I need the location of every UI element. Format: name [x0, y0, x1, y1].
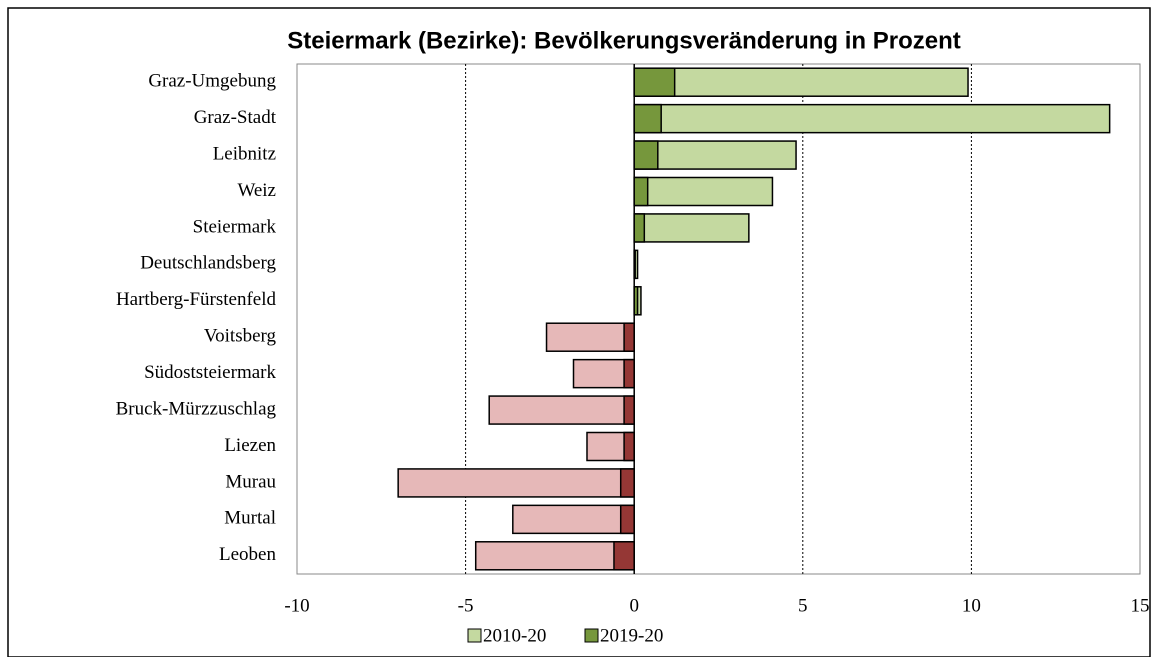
bar	[633, 140, 797, 170]
x-tick-label: -10	[284, 595, 309, 616]
y-tick-label: Liezen	[224, 435, 276, 456]
bar	[623, 395, 635, 425]
bar	[474, 541, 635, 571]
y-tick-label: Graz-Stadt	[194, 107, 277, 128]
bar	[488, 395, 635, 425]
legend-swatch	[467, 628, 482, 643]
x-tick-label: -5	[458, 595, 474, 616]
bar	[623, 358, 635, 389]
y-tick-label: Deutschlandsberg	[140, 253, 276, 274]
bar	[633, 67, 969, 97]
y-tick-label: Steiermark	[193, 216, 277, 237]
bar	[633, 140, 659, 170]
bar	[545, 322, 635, 352]
bar	[623, 322, 635, 352]
x-tick-label: 5	[798, 595, 808, 616]
y-tick-label: Südoststeiermark	[144, 362, 276, 383]
bar	[633, 213, 750, 243]
bar	[633, 176, 649, 207]
bar	[633, 103, 1111, 134]
x-tick-label: 10	[962, 595, 981, 616]
y-tick-label: Bruck-Mürzzuschlag	[116, 398, 277, 419]
y-tick-label: Graz-Umgebung	[148, 71, 276, 92]
bar	[633, 176, 774, 207]
y-tick-label: Weiz	[237, 180, 276, 201]
x-tick-label: 15	[1131, 595, 1150, 616]
y-tick-label: Murau	[225, 471, 276, 492]
bar	[397, 468, 635, 498]
legend-label: 2019-20	[600, 625, 663, 646]
bar	[619, 468, 635, 498]
bar	[613, 541, 635, 571]
legend-label: 2010-20	[483, 625, 546, 646]
chart-title: Steiermark (Bezirke): Bevölkerungsveränd…	[287, 27, 961, 54]
legend-swatch	[584, 628, 599, 643]
bar	[623, 431, 635, 462]
bar	[633, 213, 646, 243]
y-tick-label: Murtal	[224, 508, 276, 529]
y-tick-label: Voitsberg	[204, 326, 277, 347]
plot-area	[296, 63, 1141, 575]
bar	[512, 504, 635, 535]
x-tick-label: 0	[629, 595, 639, 616]
y-tick-label: Hartberg-Fürstenfeld	[116, 289, 277, 310]
bar	[633, 103, 662, 134]
y-tick-label: Leibnitz	[213, 143, 276, 164]
bar	[633, 67, 676, 97]
bar	[619, 504, 635, 535]
y-tick-label: Leoben	[219, 544, 276, 565]
